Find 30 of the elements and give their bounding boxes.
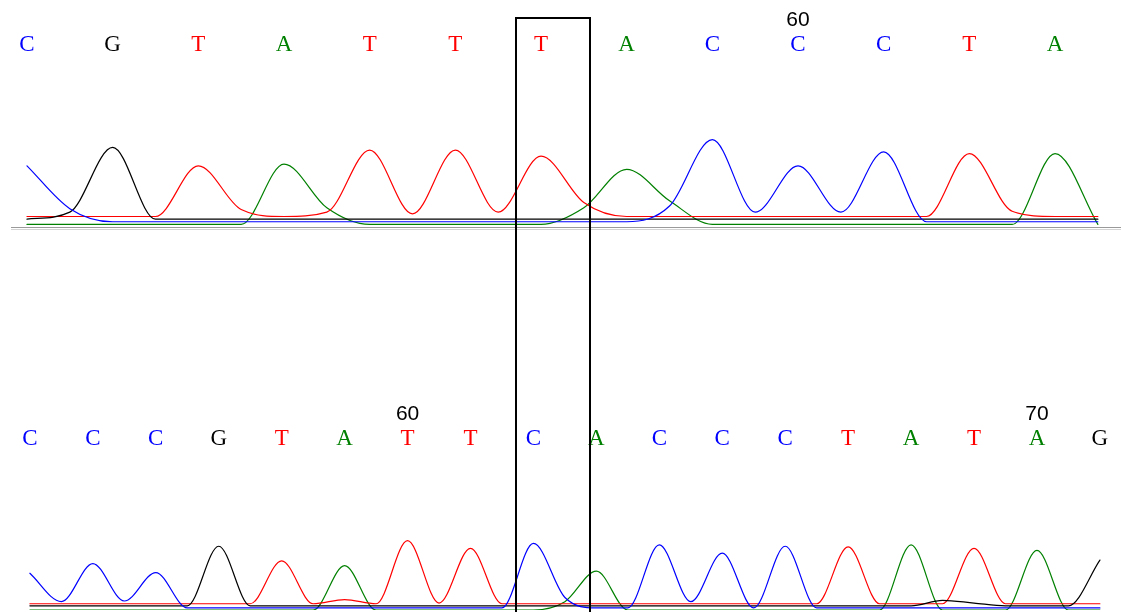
x-tick-label: C — [777, 425, 793, 451]
x-tick-label: A — [336, 425, 354, 451]
x-tick-label: G — [1091, 425, 1109, 451]
x-tick-label: C — [148, 425, 164, 451]
x-tick-label: T — [533, 31, 549, 57]
x-tick-label: A — [275, 31, 293, 57]
x-tick-label: C — [704, 31, 721, 57]
x-tick-label: T — [448, 31, 463, 57]
x-tick-label: C — [525, 425, 542, 451]
x-tick-label: C — [714, 425, 730, 451]
x-tick-label: 60 T — [395, 400, 420, 451]
x-tick-label: C — [22, 425, 38, 451]
x-tick-label: T — [962, 31, 977, 57]
x-tick-label: T — [362, 31, 377, 57]
x-tick-label: T — [967, 425, 982, 451]
x-tick-label: T — [274, 425, 289, 451]
x-tick-label: T — [463, 425, 478, 451]
x-tick-label: T — [191, 31, 206, 57]
x-tick-label: 70 A — [1025, 400, 1049, 451]
x-tick-label: G — [104, 31, 121, 57]
x-tick-label: T — [841, 425, 856, 451]
x-tick-label: C — [85, 425, 101, 451]
x-tick-label: G — [210, 425, 228, 451]
x-tick-label: C — [651, 425, 667, 451]
x-tick-label: A — [1046, 31, 1064, 57]
x-tick-label: A — [902, 425, 920, 451]
x-tick-label: 60 C — [786, 6, 810, 57]
x-tick-label: C — [19, 31, 35, 57]
x-tick-label: C — [876, 31, 892, 57]
x-tick-label: A — [618, 31, 636, 57]
